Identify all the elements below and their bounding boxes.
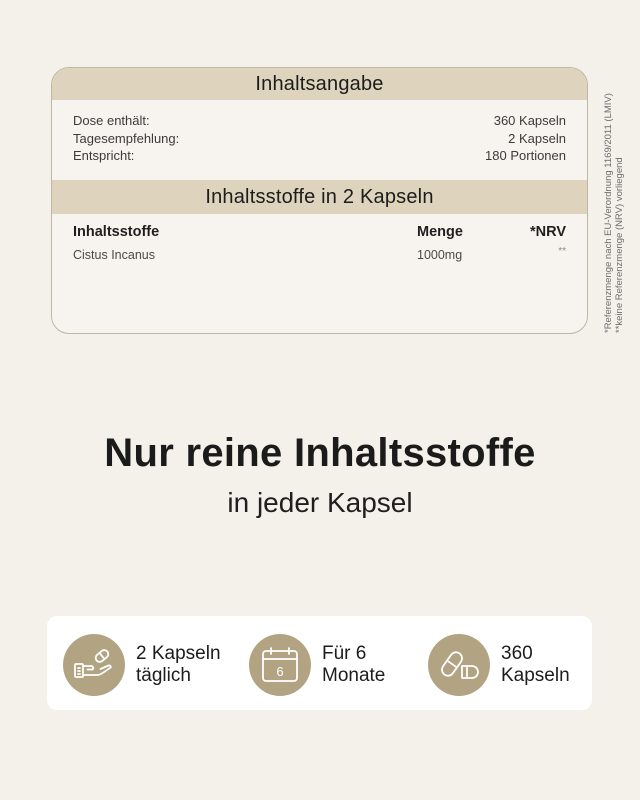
ingredients-header: Inhaltsstoffe in 2 Kapseln [52, 180, 587, 214]
info-label: Tagesempfehlung: [73, 130, 180, 146]
column-header-nrv: *NRV [530, 224, 566, 240]
card-header: Inhaltsangabe [52, 68, 587, 100]
feature-duration: 6 Für 6 Monate [249, 634, 385, 696]
feature-label-line1: Für 6 [322, 643, 367, 664]
info-label: Dose enthält: [73, 113, 150, 128]
feature-label: Für 6 Monate [322, 643, 385, 687]
footnote-no-nrv: **keine Referenzmenge (NRV) vorliegend [614, 157, 625, 333]
feature-daily-dose: 2 Kapseln täglich [63, 634, 221, 696]
feature-label-line2: Kapseln [501, 665, 570, 686]
feature-strip: 2 Kapseln täglich 6 Für 6 Monate [47, 616, 592, 710]
ingredient-nrv: ** [558, 246, 566, 257]
headline: Nur reine Inhaltsstoffe [104, 431, 536, 475]
info-label: Entspricht: [73, 148, 135, 163]
feature-label: 360 Kapseln [501, 643, 570, 687]
ingredient-name: Cistus Incanus [73, 248, 155, 262]
info-value: 2 Kapseln [508, 130, 566, 146]
calendar-number: 6 [276, 664, 283, 679]
info-value: 180 Portionen [485, 148, 566, 163]
calendar-icon: 6 [249, 634, 311, 696]
feature-label-line2: täglich [136, 665, 191, 686]
feature-label-line1: 360 [501, 643, 533, 664]
info-value: 360 Kapseln [493, 113, 566, 128]
capsules-icon [428, 634, 490, 696]
info-row-portions: Entspricht: 180 Portionen [73, 147, 566, 165]
feature-label-line2: Monate [322, 665, 386, 686]
package-info: Dose enthält: 360 Kapseln Tagesempfehlun… [73, 112, 566, 165]
column-header-amount: Menge [417, 224, 463, 240]
feature-label-line1: 2 Kapseln [136, 643, 221, 664]
feature-capsule-count: 360 Kapseln [428, 634, 570, 696]
hand-capsule-icon [63, 634, 125, 696]
nutrition-facts-card: Inhaltsangabe Dose enthält: 360 Kapseln … [51, 67, 588, 334]
info-row-dose: Dose enthält: 360 Kapseln [73, 112, 566, 130]
feature-label: 2 Kapseln täglich [136, 643, 221, 687]
column-header-ingredient: Inhaltsstoffe [73, 224, 160, 240]
subheadline: in jeder Kapsel [227, 487, 413, 518]
info-row-daily: Tagesempfehlung: 2 Kapseln [73, 130, 566, 148]
footnote-nrv-reference: *Referenzmenge nach EU-Verordnung 1169/2… [603, 93, 614, 333]
footnotes: *Referenzmenge nach EU-Verordnung 1169/2… [603, 93, 625, 333]
ingredient-amount: 1000mg [417, 248, 463, 262]
